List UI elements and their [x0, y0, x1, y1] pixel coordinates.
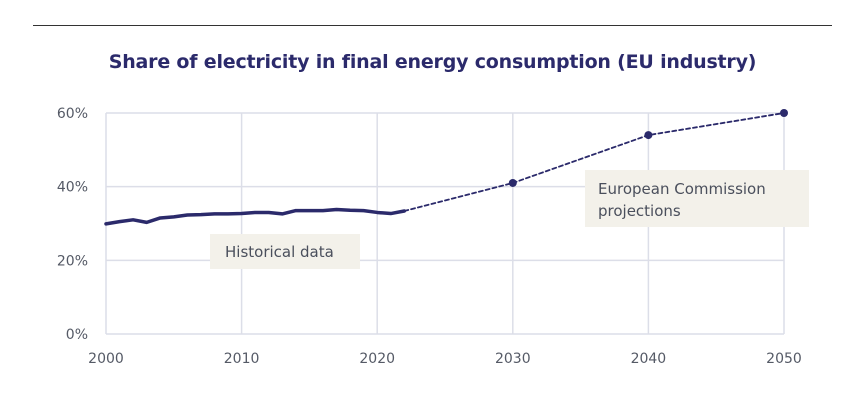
historical-line [104, 207, 407, 226]
y-tick-label: 60% [57, 106, 88, 122]
x-tick-label: 2020 [359, 351, 395, 367]
x-tick-label: 2040 [631, 351, 667, 367]
x-tick-label: 2030 [495, 351, 531, 367]
y-tick-label: 40% [57, 180, 88, 196]
x-tick-label: 2010 [224, 351, 260, 367]
x-tick-label: 2000 [88, 351, 124, 367]
annotation-historical-data: Historical data [225, 243, 334, 261]
chart-title: Share of electricity in final energy con… [108, 51, 757, 73]
y-tick-label: 0% [66, 327, 88, 343]
y-tick-label: 20% [57, 253, 88, 269]
annotation-projections-line: European Commission [598, 180, 766, 198]
annotation-box-historical [210, 234, 360, 269]
projection-line [403, 112, 785, 212]
data-point [644, 131, 653, 140]
data-point [780, 109, 788, 117]
annotation-box-projections [585, 170, 809, 227]
annotation-projections-line: projections [598, 202, 681, 220]
data-point [508, 178, 517, 187]
x-tick-label: 2050 [766, 351, 802, 367]
top-rule [33, 25, 832, 26]
